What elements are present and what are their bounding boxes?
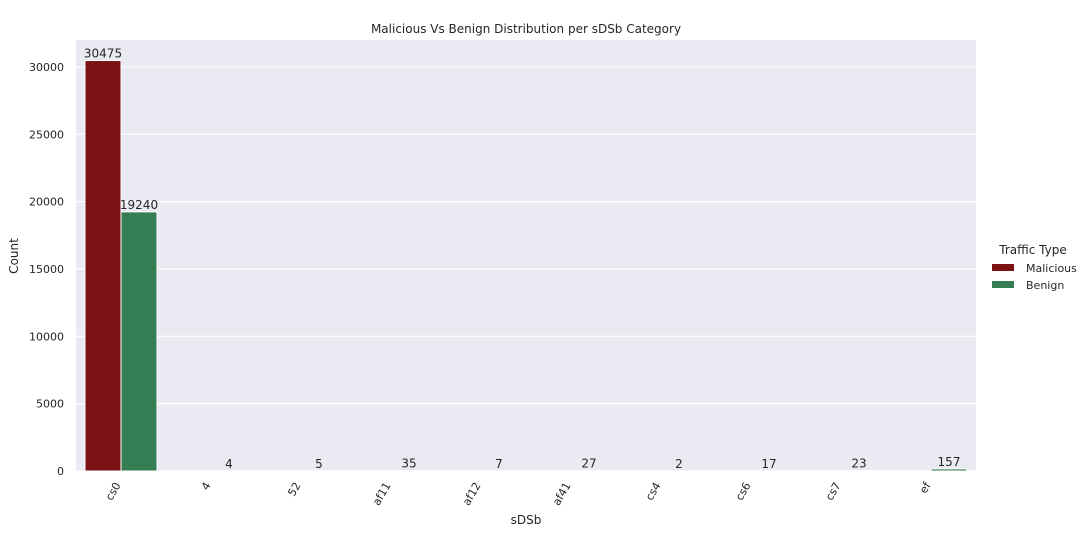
- bar-value-label: 27: [581, 457, 596, 471]
- bar-value-label: 4: [225, 457, 233, 471]
- bar-value-label: 35: [401, 457, 416, 471]
- legend-label: Malicious: [1026, 262, 1077, 275]
- y-tick-label: 0: [57, 465, 64, 478]
- x-axis-label: sDSb: [511, 513, 542, 527]
- x-tick-label: 52: [285, 480, 303, 499]
- x-tick-label: cs0: [103, 480, 124, 503]
- legend-swatch: [992, 264, 1014, 271]
- y-axis-label: Count: [7, 238, 21, 274]
- x-tick-label: af41: [550, 480, 574, 508]
- x-tick-label: ef: [917, 479, 934, 496]
- bar-value-label: 5: [315, 457, 323, 471]
- bar-value-label: 7: [495, 457, 503, 471]
- y-tick-label: 20000: [29, 196, 64, 209]
- bar-benign-cs0: [121, 212, 157, 471]
- plot-area: [76, 40, 976, 471]
- y-tick-labels: 0 5000 10000 15000 20000 25000 30000: [29, 61, 64, 478]
- legend-label: Benign: [1026, 279, 1064, 292]
- bar-value-label: 157: [938, 455, 961, 469]
- chart-title: Malicious Vs Benign Distribution per sDS…: [371, 22, 681, 36]
- y-tick-label: 15000: [29, 263, 64, 276]
- bar-value-label: 19240: [120, 198, 158, 212]
- x-tick-label: cs7: [823, 480, 844, 503]
- bar-value-label: 17: [761, 457, 776, 471]
- legend: Traffic Type Malicious Benign: [992, 243, 1077, 292]
- bar-value-label: 23: [851, 457, 866, 471]
- x-tick-labels: cs0 4 52 af11 af12 af41 cs4 cs6 cs7 ef: [103, 479, 934, 508]
- x-tick-label: cs6: [733, 480, 754, 503]
- bar-benign-ef: [931, 469, 967, 471]
- y-tick-label: 25000: [29, 128, 64, 141]
- y-tick-label: 5000: [36, 398, 64, 411]
- x-tick-label: 4: [199, 480, 214, 493]
- x-tick-label: af12: [460, 480, 484, 508]
- y-tick-label: 30000: [29, 61, 64, 74]
- bar-value-label: 2: [675, 457, 683, 471]
- x-tick-label: cs4: [643, 480, 664, 503]
- bar-value-label: 30475: [84, 47, 122, 61]
- legend-items: Malicious Benign: [992, 262, 1077, 292]
- y-tick-label: 10000: [29, 330, 64, 343]
- legend-title: Traffic Type: [998, 243, 1066, 257]
- x-tick-label: af11: [370, 480, 394, 508]
- legend-swatch: [992, 281, 1014, 288]
- bar-malicious-cs0: [85, 61, 121, 471]
